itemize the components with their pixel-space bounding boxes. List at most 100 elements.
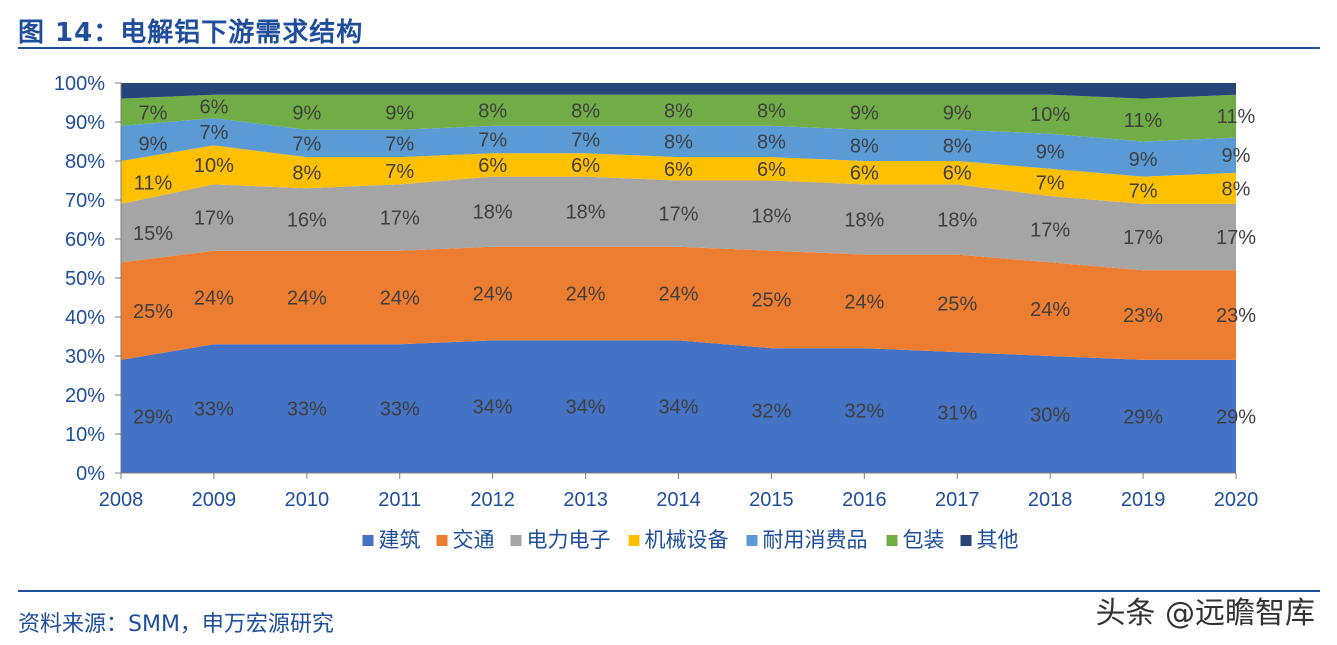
area-交通 [121,246,1236,360]
data-label-电力电子: 18% [937,210,977,232]
x-tick-label: 2009 [192,489,237,511]
data-label-包装: 9% [943,102,972,124]
data-label-耐用消费品: 7% [385,133,414,155]
legend-swatch-其他 [960,535,972,546]
data-label-交通: 25% [133,301,173,323]
data-label-建筑: 34% [473,397,513,419]
data-label-耐用消费品: 8% [757,132,786,154]
data-label-机械设备: 7% [1129,180,1158,202]
data-label-交通: 23% [1123,305,1163,327]
data-label-包装: 8% [757,100,786,122]
data-label-机械设备: 8% [292,163,321,185]
data-label-机械设备: 11% [134,172,173,194]
y-tick-label: 20% [65,385,105,407]
data-label-电力电子: 17% [380,208,420,230]
y-tick-label: 40% [65,307,105,329]
data-label-耐用消费品: 7% [292,133,321,155]
legend-swatch-包装 [886,535,898,546]
data-label-电力电子: 16% [287,210,327,232]
data-label-机械设备: 10% [194,155,234,177]
data-label-交通: 25% [751,289,791,311]
legend-swatch-耐用消费品 [746,535,758,546]
data-label-交通: 24% [566,284,606,306]
legend-swatch-电力电子 [510,535,522,546]
data-label-包装: 8% [571,100,600,122]
x-tick-label: 2011 [378,489,421,511]
data-label-交通: 24% [380,288,420,310]
y-tick-label: 50% [65,268,105,290]
area-耐用消费品 [121,118,1236,177]
data-label-耐用消费品: 8% [943,135,972,157]
data-label-交通: 24% [658,284,698,306]
y-tick-label: 70% [65,190,105,212]
legend-label-耐用消费品: 耐用消费品 [763,528,868,552]
data-label-耐用消费品: 8% [664,132,693,154]
x-tick-label: 2018 [1028,489,1073,511]
legend-swatch-交通 [436,535,448,546]
area-机械设备 [121,145,1236,204]
legend-label-其他: 其他 [977,528,1019,552]
data-label-机械设备: 6% [478,155,507,177]
legend-swatch-建筑 [362,535,374,546]
data-label-交通: 24% [1030,299,1070,321]
area-电力电子 [121,176,1236,271]
data-label-建筑: 34% [658,397,698,419]
data-label-交通: 24% [194,288,234,310]
legend-label-建筑: 建筑 [379,528,421,552]
data-label-交通: 24% [473,284,513,306]
x-tick-label: 2020 [1214,489,1259,511]
x-tick-label: 2019 [1121,489,1166,511]
data-label-建筑: 31% [937,403,977,425]
y-tick-label: 80% [65,151,105,173]
data-label-电力电子: 17% [658,204,698,226]
data-label-建筑: 33% [194,399,234,421]
y-tick-label: 100% [54,73,105,95]
data-label-包装: 11% [1124,110,1163,132]
area-包装 [121,94,1236,142]
y-tick-label: 10% [65,424,105,446]
area-建筑 [121,340,1236,473]
title-divider [18,47,1320,49]
data-label-建筑: 34% [566,397,606,419]
y-tick-label: 60% [65,229,105,251]
x-tick-label: 2014 [656,489,701,511]
data-label-包装: 6% [199,96,228,118]
x-tick-label: 2015 [749,489,794,511]
data-label-电力电子: 15% [133,223,173,245]
data-label-建筑: 33% [380,399,420,421]
data-label-建筑: 32% [844,401,884,423]
data-label-机械设备: 7% [1036,172,1065,194]
data-label-机械设备: 6% [571,155,600,177]
data-label-机械设备: 6% [664,159,693,181]
data-label-电力电子: 17% [1216,227,1256,249]
x-tick-label: 2010 [285,489,330,511]
chart-title: 图 14：电解铝下游需求结构 [18,18,364,48]
data-label-机械设备: 7% [385,161,414,183]
data-label-建筑: 32% [751,401,791,423]
data-label-包装: 7% [139,102,168,124]
data-label-包装: 8% [664,100,693,122]
data-label-包装: 9% [850,102,879,124]
data-label-电力电子: 18% [566,202,606,224]
data-label-耐用消费品: 9% [139,133,168,155]
data-label-建筑: 29% [1216,406,1256,428]
data-label-包装: 9% [292,102,321,124]
data-label-包装: 10% [1030,104,1070,126]
data-label-耐用消费品: 7% [478,130,507,152]
data-label-建筑: 29% [133,406,173,428]
x-tick-label: 2016 [842,489,887,511]
data-label-电力电子: 18% [473,202,513,224]
data-label-机械设备: 6% [943,163,972,185]
data-label-包装: 8% [478,100,507,122]
data-label-耐用消费品: 9% [1129,149,1158,171]
y-tick-label: 30% [65,346,105,368]
data-label-包装: 9% [385,102,414,124]
data-label-耐用消费品: 9% [1036,141,1065,163]
legend-label-包装: 包装 [903,528,945,552]
data-label-机械设备: 8% [1222,178,1251,200]
y-tick-label: 0% [76,463,105,485]
data-label-电力电子: 18% [844,210,884,232]
stacked-area-chart: 0% 10% 20% 30% 40% 50% 60% 70% 80% 90% 100% 2008 200… [54,73,1259,552]
data-label-交通: 25% [937,293,977,315]
legend-swatch-机械设备 [628,535,640,546]
